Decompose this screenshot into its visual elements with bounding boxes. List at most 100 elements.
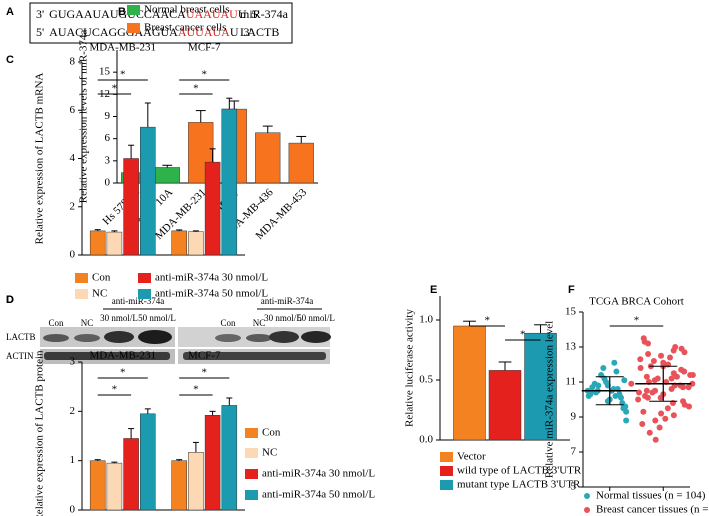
bar bbox=[204, 161, 221, 256]
lane-label: NC bbox=[253, 318, 266, 328]
data-point bbox=[662, 415, 669, 422]
bar bbox=[171, 230, 187, 256]
legend-swatch bbox=[75, 289, 88, 299]
data-point bbox=[643, 373, 650, 380]
seq-end: 5' bbox=[252, 7, 260, 21]
data-point bbox=[613, 368, 620, 375]
legend-marker bbox=[584, 493, 590, 499]
data-point bbox=[623, 417, 630, 424]
y-tick-label: 8 bbox=[70, 56, 76, 68]
y-axis-label: Relative expression levels of miR-374a bbox=[78, 30, 90, 204]
legend-label: Vector bbox=[457, 451, 486, 463]
data-point bbox=[673, 373, 680, 380]
significance-label: * bbox=[634, 315, 640, 327]
y-tick-label: 0 bbox=[70, 504, 76, 516]
bar bbox=[188, 452, 204, 511]
bar bbox=[288, 142, 314, 184]
y-axis-label: Relative expression of LACTB protein bbox=[34, 350, 46, 516]
seq-match: AUUAUA bbox=[178, 25, 230, 39]
dose-label: 50 nmol/L bbox=[297, 313, 335, 323]
bar bbox=[123, 158, 139, 256]
data-point bbox=[646, 429, 653, 436]
bar bbox=[123, 438, 139, 511]
data-point bbox=[650, 358, 657, 364]
bar bbox=[488, 370, 522, 441]
data-point bbox=[591, 380, 598, 387]
y-tick-label: 6 bbox=[70, 104, 76, 116]
seq-end: 3' bbox=[244, 25, 252, 39]
y-tick-label: 1 bbox=[70, 454, 76, 466]
y-tick-label: 15 bbox=[99, 66, 111, 78]
seq-match: UAAUAU bbox=[186, 7, 238, 21]
legend-label: Con bbox=[262, 427, 281, 439]
legend-label: anti-miR-374a 50 nmol/L bbox=[155, 288, 268, 300]
sequence-name: LACTB bbox=[240, 25, 279, 39]
y-tick-label: 3 bbox=[105, 154, 111, 166]
bar bbox=[453, 325, 486, 441]
panel-label: C bbox=[6, 54, 14, 66]
legend-label: Con bbox=[92, 272, 111, 284]
data-point bbox=[652, 387, 659, 394]
panel-label: D bbox=[6, 294, 14, 306]
data-point bbox=[681, 401, 688, 408]
significance-label: * bbox=[120, 367, 126, 379]
data-point bbox=[654, 375, 661, 382]
y-axis-label: Relative luciferase activity bbox=[404, 309, 416, 427]
data-point bbox=[658, 352, 665, 359]
legend-label: wild type of LACTB 3'UTR bbox=[457, 465, 582, 477]
bar bbox=[255, 132, 281, 184]
group-label: MDA-MB-231 bbox=[89, 350, 156, 362]
bar bbox=[106, 231, 123, 256]
legend-label: Normal tissues (n = 104) bbox=[596, 490, 706, 502]
dose-label: 30 nmol/L bbox=[100, 313, 138, 323]
data-point bbox=[635, 396, 642, 403]
legend-swatch bbox=[440, 452, 453, 462]
bar bbox=[221, 108, 238, 256]
significance-label: * bbox=[193, 83, 199, 95]
y-tick-label: 15 bbox=[565, 306, 577, 318]
y-tick-label: 3 bbox=[70, 356, 76, 368]
data-point bbox=[637, 356, 644, 363]
y-tick-label: 9 bbox=[105, 110, 111, 122]
chart-title: TCGA BRCA Cohort bbox=[589, 296, 684, 308]
blot-image bbox=[40, 327, 331, 364]
data-point bbox=[644, 394, 651, 401]
data-point bbox=[652, 417, 659, 424]
legend-swatch bbox=[127, 5, 140, 15]
group-label: MCF-7 bbox=[188, 350, 221, 362]
panel-label: B bbox=[118, 6, 126, 18]
y-tick-label: 1.0 bbox=[419, 314, 433, 326]
y-tick-label: 7 bbox=[571, 446, 577, 458]
seq-sequence: AUACUCAGGGAAGUA bbox=[49, 25, 178, 39]
data-point bbox=[645, 351, 652, 357]
legend-swatch bbox=[440, 466, 453, 476]
legend-swatch bbox=[245, 490, 258, 500]
lane-label: NC bbox=[81, 318, 94, 328]
significance-label: * bbox=[520, 329, 526, 341]
bar bbox=[221, 405, 238, 511]
data-point bbox=[639, 421, 646, 427]
group-label: MDA-MB-231 bbox=[89, 42, 156, 54]
data-point bbox=[641, 338, 648, 345]
y-tick-label: 0 bbox=[70, 249, 76, 261]
bar bbox=[106, 462, 123, 511]
data-point bbox=[643, 387, 650, 394]
bar bbox=[171, 460, 187, 511]
y-tick-label: 9 bbox=[571, 411, 577, 423]
bar bbox=[89, 460, 106, 511]
data-point bbox=[652, 436, 659, 443]
y-tick-label: 0 bbox=[105, 177, 111, 189]
protein-label: LACTB bbox=[6, 332, 36, 342]
significance-label: * bbox=[120, 69, 126, 81]
y-tick-label: 2 bbox=[70, 200, 76, 212]
legend-swatch bbox=[245, 448, 258, 458]
panel-label: A bbox=[6, 6, 14, 18]
data-point bbox=[611, 359, 618, 366]
data-point bbox=[658, 410, 665, 417]
lane-label: Con bbox=[220, 318, 236, 328]
panel-label: E bbox=[430, 284, 437, 296]
legend-label: NC bbox=[262, 447, 277, 459]
bar bbox=[89, 230, 106, 256]
legend-label: NC bbox=[92, 288, 107, 300]
